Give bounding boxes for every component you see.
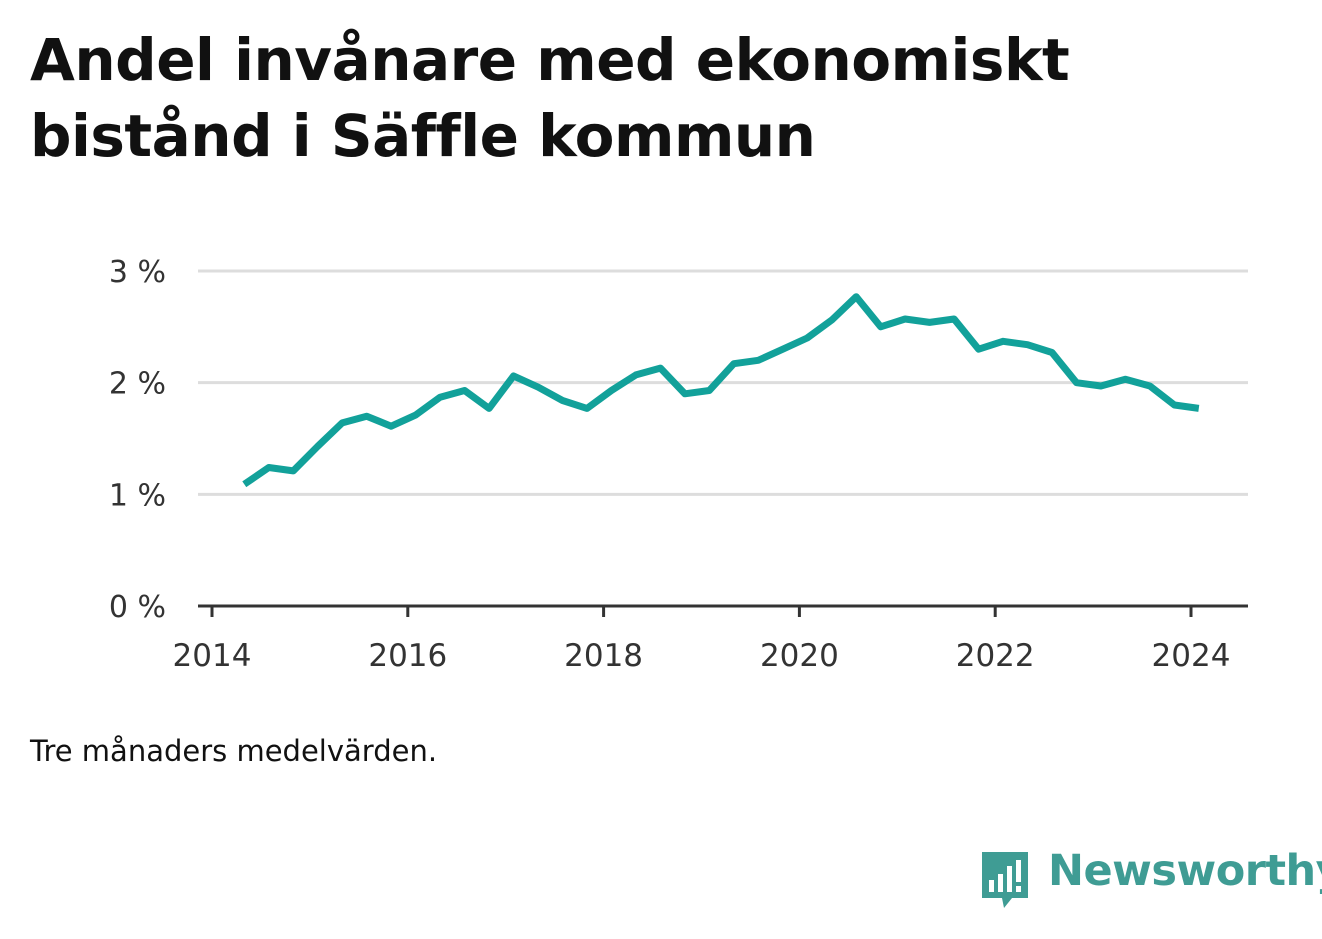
series-line	[242, 293, 1200, 488]
data-point	[1051, 352, 1053, 354]
data-point	[488, 407, 490, 409]
data-point	[635, 374, 637, 376]
data-point	[537, 386, 539, 388]
x-tick-label: 2018	[564, 638, 643, 674]
data-point	[243, 483, 245, 485]
x-tick-label: 2020	[760, 638, 839, 674]
chart-footnote: Tre månaders medelvärden.	[30, 734, 438, 768]
data-point	[1173, 404, 1175, 406]
x-axis: 2014 2016 2018 2020 2022 2024	[173, 604, 1248, 674]
y-tick-label: 0 %	[109, 590, 166, 625]
data-point	[1027, 344, 1029, 346]
data-point	[1075, 382, 1077, 384]
data-point	[366, 415, 368, 417]
data-point	[513, 375, 515, 377]
data-point	[782, 348, 784, 350]
brand-name: Newsworthy	[1048, 846, 1322, 896]
y-tick-label: 1 %	[109, 478, 166, 513]
data-point	[317, 445, 319, 447]
data-point	[341, 422, 343, 424]
x-tick-label: 2014	[173, 638, 252, 674]
series-group	[242, 293, 1200, 488]
data-point	[904, 318, 906, 320]
data-point	[880, 326, 882, 328]
data-point	[268, 467, 270, 469]
data-point	[1100, 385, 1102, 387]
data-point	[659, 367, 661, 369]
data-point	[831, 319, 833, 321]
data-point	[439, 396, 441, 398]
data-point	[708, 389, 710, 391]
data-point	[1149, 385, 1151, 387]
y-axis-tick-labels: 0 % 1 % 2 % 3 %	[109, 255, 166, 625]
chart-title: Andel invånare med ekonomiskt bistånd i …	[30, 26, 1070, 170]
data-point	[757, 359, 759, 361]
data-point	[978, 348, 980, 350]
newsworthy-logo-icon	[982, 852, 1028, 908]
data-point	[855, 296, 857, 298]
x-tick-label: 2016	[368, 638, 447, 674]
data-point	[1124, 378, 1126, 380]
data-point	[292, 470, 294, 472]
line-chart: 0 % 1 % 2 % 3 % 2014 2016 2018 2020 2022 2024	[109, 255, 1248, 674]
data-point	[806, 337, 808, 339]
x-tick-label: 2024	[1152, 638, 1231, 674]
data-point	[929, 321, 931, 323]
y-tick-label: 3 %	[109, 255, 166, 290]
data-point	[953, 318, 955, 320]
data-point	[415, 414, 417, 416]
data-point	[733, 363, 735, 365]
data-point	[610, 389, 612, 391]
data-point	[561, 400, 563, 402]
data-point	[684, 393, 686, 395]
data-point	[464, 389, 466, 391]
data-point	[390, 425, 392, 427]
data-point	[1002, 340, 1004, 342]
x-tick-label: 2022	[956, 638, 1035, 674]
data-point	[586, 407, 588, 409]
data-point	[1198, 407, 1200, 409]
y-tick-label: 2 %	[109, 367, 166, 402]
